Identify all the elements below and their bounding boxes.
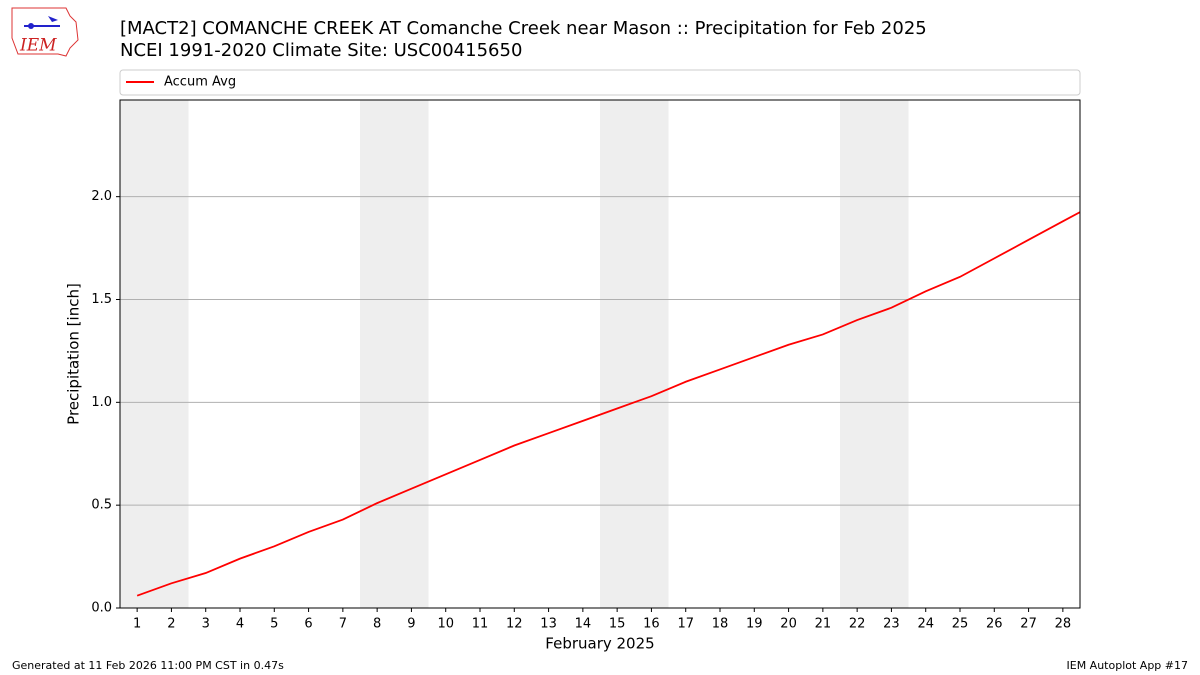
x-tick-label: 18 <box>712 617 729 632</box>
chart-subtitle: NCEI 1991-2020 Climate Site: USC00415650 <box>120 40 522 61</box>
x-tick-label: 26 <box>986 617 1003 632</box>
plot-frame <box>119 99 1081 609</box>
y-tick-label: 2.0 <box>91 189 112 204</box>
chart-title: [MACT2] COMANCHE CREEK AT Comanche Creek… <box>120 18 927 39</box>
shaded-span <box>600 100 669 608</box>
y-tick-label: 0.5 <box>91 498 112 513</box>
x-tick-label: 3 <box>202 617 210 632</box>
x-tick-label: 19 <box>746 617 763 632</box>
x-tick-label: 22 <box>849 617 866 632</box>
x-tick-label: 11 <box>472 617 489 632</box>
x-tick-label: 17 <box>677 617 694 632</box>
x-tick-label: 4 <box>236 617 244 632</box>
x-tick-label: 20 <box>780 617 797 632</box>
shaded-span <box>360 100 429 608</box>
x-tick-label: 15 <box>609 617 626 632</box>
x-tick-label: 16 <box>643 617 660 632</box>
legend-box <box>119 69 1081 96</box>
y-tick-label: 1.5 <box>91 292 112 307</box>
x-tick-label: 27 <box>1020 617 1037 632</box>
x-tick-label: 23 <box>883 617 900 632</box>
legend-label: Accum Avg <box>164 75 236 90</box>
x-tick-label: 5 <box>270 617 278 632</box>
y-tick-label: 1.0 <box>91 395 112 410</box>
x-tick-label: 2 <box>167 617 175 632</box>
x-axis-label: February 2025 <box>545 635 654 653</box>
svg-text:IEM: IEM <box>19 36 57 56</box>
x-tick-label: 8 <box>373 617 381 632</box>
x-tick-label: 21 <box>815 617 832 632</box>
x-tick-label: 1 <box>133 617 141 632</box>
x-tick-label: 13 <box>540 617 557 632</box>
x-tick-label: 24 <box>917 617 934 632</box>
shaded-span <box>120 100 189 608</box>
x-tick-label: 14 <box>575 617 592 632</box>
x-tick-label: 6 <box>304 617 312 632</box>
x-tick-label: 7 <box>339 617 347 632</box>
x-tick-label: 9 <box>407 617 415 632</box>
x-tick-label: 25 <box>952 617 969 632</box>
logo: IEM <box>11 7 79 57</box>
plot-area <box>136 211 1080 597</box>
x-tick-label: 28 <box>1055 617 1072 632</box>
data-line <box>136 211 1080 597</box>
x-tick-label: 10 <box>437 617 454 632</box>
shaded-span <box>840 100 909 608</box>
footer-right: IEM Autoplot App #17 <box>1067 659 1189 672</box>
x-tick-label: 12 <box>506 617 523 632</box>
y-tick-label: 0.0 <box>91 601 112 616</box>
y-axis-label: Precipitation [inch] <box>65 283 83 425</box>
footer-left: Generated at 11 Feb 2026 11:00 PM CST in… <box>12 659 284 672</box>
